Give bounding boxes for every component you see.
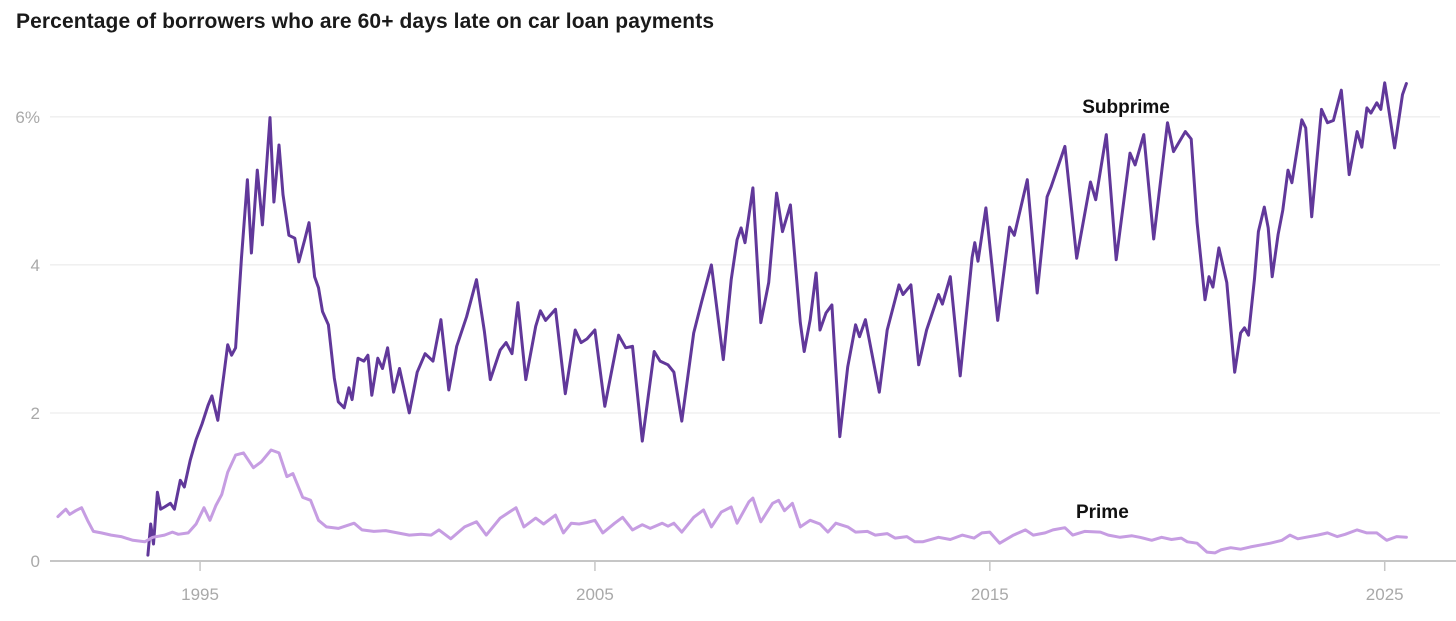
y-tick-label: 0 <box>31 552 40 571</box>
x-tick-label: 2005 <box>576 585 614 604</box>
subprime-line <box>146 81 1408 557</box>
page-title: Percentage of borrowers who are 60+ days… <box>16 10 715 33</box>
x-tick-label: 2025 <box>1366 585 1404 604</box>
series-label-subprime: Subprime <box>1082 97 1170 118</box>
x-tick-label: 2015 <box>971 585 1009 604</box>
series-label-prime: Prime <box>1076 502 1129 523</box>
y-tick-label: 2 <box>31 404 40 423</box>
prime-line <box>56 448 1408 555</box>
y-tick-label: 6% <box>15 108 40 127</box>
x-tick-label: 1995 <box>181 585 219 604</box>
y-tick-label: 4 <box>31 256 40 275</box>
